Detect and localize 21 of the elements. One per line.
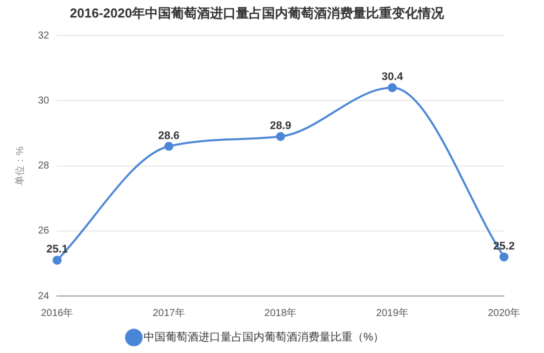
- x-tick-label: 2020年: [488, 306, 520, 319]
- data-label: 28.9: [270, 120, 292, 132]
- data-label: 30.4: [382, 71, 404, 84]
- y-tick-label: 26: [38, 226, 50, 237]
- x-tick-label: 2018年: [264, 306, 297, 319]
- point: [276, 132, 286, 142]
- y-tick-label: 24: [38, 290, 50, 302]
- point: [164, 142, 174, 151]
- data-label: 28.6: [158, 130, 180, 142]
- y-tick-label: 32: [38, 30, 50, 42]
- y-tick-label: 30: [38, 95, 50, 106]
- x-tick-label: 2017年: [152, 306, 185, 319]
- legend-label: 中国葡萄酒进口量占国内葡萄酒消费量比重（%）: [143, 330, 384, 344]
- y-axis-title: 单位：%: [14, 146, 26, 186]
- y-tick-label: 28: [38, 160, 50, 172]
- x-tick-label: 2016年: [41, 306, 74, 319]
- point: [388, 83, 397, 92]
- point: [52, 256, 62, 265]
- point: [500, 252, 508, 262]
- chart-title: 2016-2020年中国葡萄酒进口量占国内葡萄酒消费量比重变化情况: [70, 5, 446, 20]
- x-tick-label: 2019年: [376, 306, 408, 319]
